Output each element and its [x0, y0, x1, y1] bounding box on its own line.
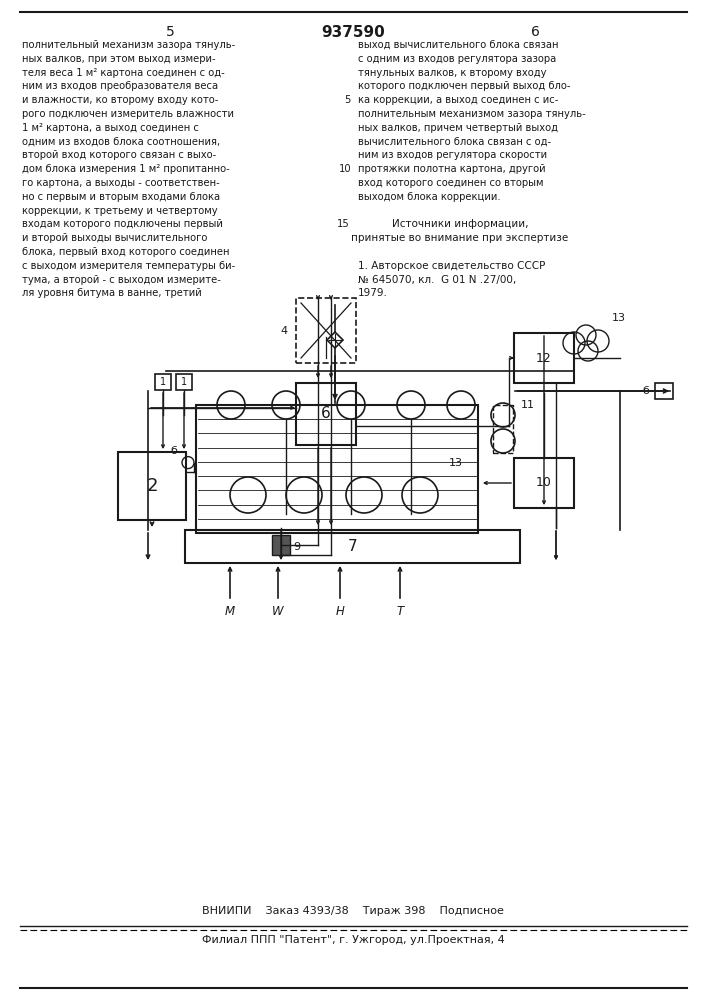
Text: вычислительного блока связан с од-: вычислительного блока связан с од- — [358, 137, 551, 147]
Bar — [272, 535, 290, 555]
Text: теля веса 1 м² картона соединен с од-: теля веса 1 м² картона соединен с од- — [22, 68, 225, 78]
Text: блока, первый вход которого соединен: блока, первый вход которого соединен — [22, 247, 230, 257]
Text: принятые во внимание при экспертизе: принятые во внимание при экспертизе — [351, 233, 568, 243]
Text: 10: 10 — [339, 164, 351, 174]
Text: второй вход которого связан с выхо-: второй вход которого связан с выхо- — [22, 150, 216, 160]
Text: полнительным механизмом зазора тянуль-: полнительным механизмом зазора тянуль- — [358, 109, 586, 119]
Text: 15: 15 — [337, 219, 349, 229]
Text: одним из входов блока соотношения,: одним из входов блока соотношения, — [22, 137, 220, 147]
Text: 4: 4 — [281, 326, 288, 336]
Text: 10: 10 — [536, 477, 552, 489]
Text: и второй выходы вычислительного: и второй выходы вычислительного — [22, 233, 207, 243]
Text: ных валков, при этом выход измери-: ных валков, при этом выход измери- — [22, 54, 216, 64]
Text: и влажности, ко второму входу кото-: и влажности, ко второму входу кото- — [22, 95, 218, 105]
Text: дом блока измерения 1 м² пропитанно-: дом блока измерения 1 м² пропитанно- — [22, 164, 230, 174]
Text: 1. Авторское свидетельство СССР: 1. Авторское свидетельство СССР — [358, 261, 545, 271]
Text: протяжки полотна картона, другой: протяжки полотна картона, другой — [358, 164, 546, 174]
Text: 1: 1 — [181, 377, 187, 387]
Text: полнительный механизм зазора тянуль-: полнительный механизм зазора тянуль- — [22, 40, 235, 50]
Text: го картона, а выходы - соответствен-: го картона, а выходы - соответствен- — [22, 178, 220, 188]
Bar — [296, 298, 356, 363]
Text: ВНИИПИ    Заказ 4393/38    Тираж 398    Подписное: ВНИИПИ Заказ 4393/38 Тираж 398 Подписное — [202, 906, 504, 916]
Bar — [118, 452, 186, 520]
Text: вход которого соединен со вторым: вход которого соединен со вторым — [358, 178, 544, 188]
Text: 1979.: 1979. — [358, 288, 388, 298]
Bar — [296, 383, 356, 445]
Text: 1: 1 — [160, 377, 166, 387]
Text: ка коррекции, а выход соединен с ис-: ка коррекции, а выход соединен с ис- — [358, 95, 559, 105]
Text: с одним из входов регулятора зазора: с одним из входов регулятора зазора — [358, 54, 556, 64]
Text: выход вычислительного блока связан: выход вычислительного блока связан — [358, 40, 559, 50]
Text: тума, а второй - с выходом измерите-: тума, а второй - с выходом измерите- — [22, 275, 221, 285]
Text: но с первым и вторым входами блока: но с первым и вторым входами блока — [22, 192, 220, 202]
Text: тянульных валков, к второму входу: тянульных валков, к второму входу — [358, 68, 547, 78]
Text: ним из входов преобразователя веса: ним из входов преобразователя веса — [22, 81, 218, 91]
Text: коррекции, к третьему и четвертому: коррекции, к третьему и четвертому — [22, 206, 218, 216]
Text: М: М — [225, 605, 235, 618]
Text: входам которого подключены первый: входам которого подключены первый — [22, 219, 223, 229]
Text: 5: 5 — [165, 25, 175, 39]
Bar — [514, 333, 574, 383]
Bar — [155, 374, 171, 390]
Text: ля уровня битума в ванне, третий: ля уровня битума в ванне, третий — [22, 288, 201, 298]
Text: W: W — [272, 605, 284, 618]
Text: выходом блока коррекции.: выходом блока коррекции. — [358, 192, 501, 202]
Text: -б: -б — [639, 386, 650, 396]
Text: 1 м² картона, а выход соединен с: 1 м² картона, а выход соединен с — [22, 123, 199, 133]
Text: Филиал ППП "Патент", г. Ужгород, ул.Проектная, 4: Филиал ППП "Патент", г. Ужгород, ул.Прое… — [201, 935, 504, 945]
Bar — [655, 383, 673, 399]
Text: Т: Т — [397, 605, 404, 618]
Bar — [514, 458, 574, 508]
Text: 11: 11 — [521, 400, 535, 410]
Text: 6: 6 — [530, 25, 539, 39]
Bar — [176, 374, 192, 390]
Text: 9: 9 — [293, 542, 300, 552]
Text: 13: 13 — [449, 458, 463, 468]
Text: 6: 6 — [321, 406, 331, 422]
Text: ных валков, причем четвертый выход: ных валков, причем четвертый выход — [358, 123, 558, 133]
Bar — [185, 530, 520, 563]
Text: ним из входов регулятора скорости: ним из входов регулятора скорости — [358, 150, 547, 160]
Bar — [196, 405, 478, 533]
Text: 5: 5 — [344, 95, 350, 105]
Text: с выходом измерителя температуры би-: с выходом измерителя температуры би- — [22, 261, 235, 271]
Bar — [493, 405, 513, 453]
Text: 2: 2 — [146, 477, 158, 495]
Text: 13: 13 — [612, 313, 626, 323]
Text: рого подключен измеритель влажности: рого подключен измеритель влажности — [22, 109, 234, 119]
Text: № 645070, кл.  G 01 N .27/00,: № 645070, кл. G 01 N .27/00, — [358, 275, 516, 285]
Text: Источники информации,: Источники информации, — [392, 219, 528, 229]
Text: 937590: 937590 — [321, 25, 385, 40]
Text: б: б — [170, 446, 177, 456]
Text: 7: 7 — [348, 539, 357, 554]
Text: 12: 12 — [536, 352, 552, 364]
Text: которого подключен первый выход бло-: которого подключен первый выход бло- — [358, 81, 571, 91]
Text: Н: Н — [336, 605, 344, 618]
